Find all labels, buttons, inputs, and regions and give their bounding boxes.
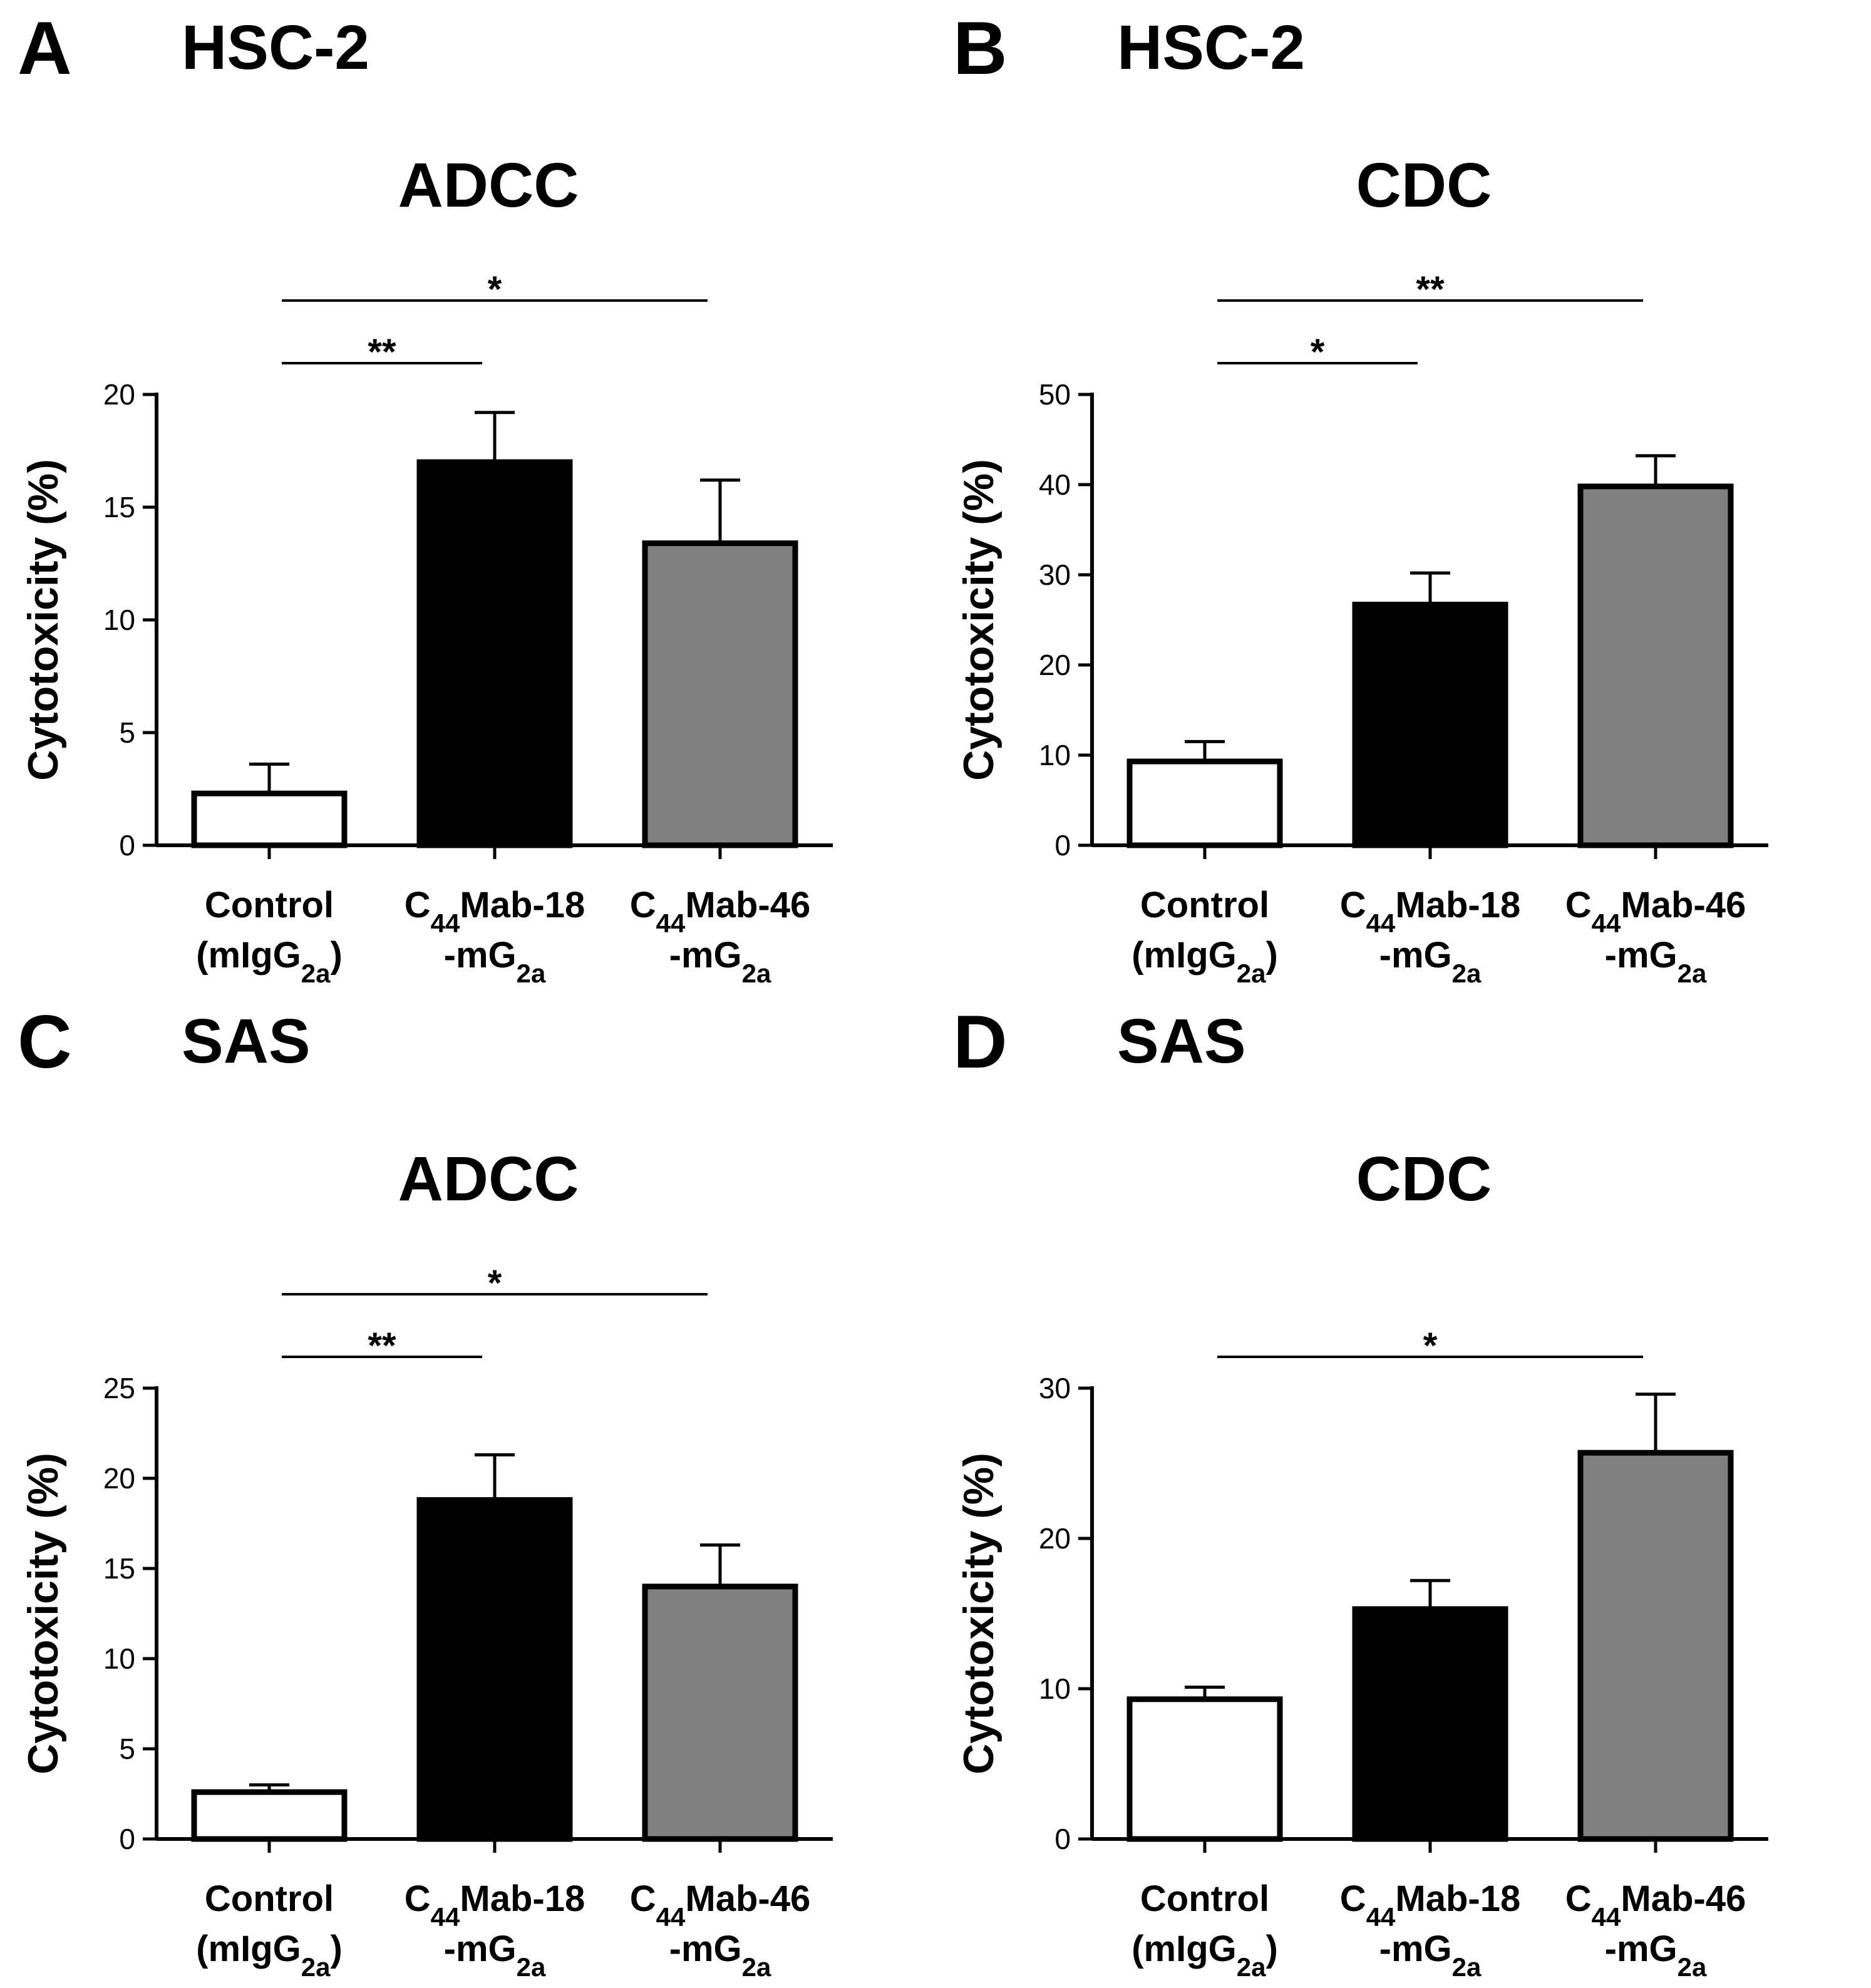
x-tick-label-line2: (mIgG2a) bbox=[196, 935, 343, 988]
panel-letter: C bbox=[18, 1000, 72, 1084]
y-tick-label: 10 bbox=[1039, 1672, 1071, 1705]
x-tick-label-line2: -mG2a bbox=[1379, 935, 1482, 988]
x-tick-label-line2: -mG2a bbox=[1605, 935, 1707, 988]
x-tick-label-line2: (mIgG2a) bbox=[196, 1929, 343, 1982]
significance-label: * bbox=[1311, 332, 1325, 373]
bar bbox=[416, 459, 573, 848]
chart-title: ADCC bbox=[398, 1144, 579, 1214]
y-tick-label: 15 bbox=[103, 1552, 135, 1585]
x-tick-label-line2: -mG2a bbox=[669, 935, 771, 988]
y-tick-label: 25 bbox=[103, 1372, 135, 1404]
x-tick-label-line1: C44Mab-46 bbox=[1565, 1878, 1746, 1932]
y-tick-label: 40 bbox=[1039, 468, 1071, 501]
y-tick-label: 15 bbox=[103, 491, 135, 523]
x-tick-label-line1: C44Mab-18 bbox=[1340, 1878, 1520, 1932]
bar bbox=[642, 1584, 798, 1842]
y-tick-label: 10 bbox=[103, 1642, 135, 1675]
x-tick-label-line1: Control bbox=[205, 1878, 334, 1919]
cell-line-label: SAS bbox=[182, 1006, 311, 1076]
y-tick-label: 20 bbox=[103, 1462, 135, 1495]
bar bbox=[191, 790, 348, 848]
panel-letter: A bbox=[18, 6, 72, 90]
cell-line-label: HSC-2 bbox=[1117, 13, 1305, 83]
chart-title: ADCC bbox=[398, 150, 579, 220]
y-axis-label: Cytotoxicity (%) bbox=[19, 459, 67, 781]
x-tick-label-line2: -mG2a bbox=[1379, 1929, 1482, 1982]
bar bbox=[642, 540, 798, 848]
y-tick-label: 20 bbox=[1039, 1522, 1071, 1555]
panel-c: C SAS ADCC Cytotoxicity (%) 0 5 10 15 20 25 Contro… bbox=[0, 994, 936, 1987]
panel-letter: D bbox=[953, 1000, 1008, 1084]
y-tick-label: 10 bbox=[103, 604, 135, 636]
x-tick-label-line1: C44Mab-46 bbox=[630, 885, 810, 938]
panel-b-chart: B HSC-2 CDC Cytotoxicity (%) 0 10 20 30 40 50 Cont… bbox=[953, 6, 1768, 988]
y-tick-label: 0 bbox=[1054, 829, 1071, 862]
x-tick-label-line1: Control bbox=[205, 885, 334, 925]
y-tick-label: 0 bbox=[1054, 1823, 1071, 1855]
y-tick-label: 5 bbox=[119, 716, 135, 749]
significance-label: ** bbox=[368, 332, 396, 373]
x-tick-label-line2: -mG2a bbox=[1605, 1929, 1707, 1982]
chart-title: CDC bbox=[1356, 150, 1492, 220]
x-tick-label-line1: C44Mab-18 bbox=[405, 885, 585, 938]
y-tick-label: 50 bbox=[1039, 378, 1071, 411]
panel-letter: B bbox=[953, 6, 1008, 90]
y-axis-label: Cytotoxicity (%) bbox=[19, 1453, 67, 1774]
bar bbox=[1352, 1606, 1508, 1842]
x-tick-label-line2: -mG2a bbox=[444, 935, 546, 988]
y-tick-label: 10 bbox=[1039, 739, 1071, 771]
bar bbox=[1352, 602, 1508, 848]
bar bbox=[416, 1497, 573, 1842]
panel-a: A HSC-2 ADCC Cytotoxicity (%) 0 5 10 15 20 Contro… bbox=[0, 0, 936, 994]
significance-label: ** bbox=[368, 1326, 396, 1366]
y-tick-label: 30 bbox=[1039, 1372, 1071, 1404]
y-tick-label: 30 bbox=[1039, 559, 1071, 591]
panel-a-chart: A HSC-2 ADCC Cytotoxicity (%) 0 5 10 15 20 Contro… bbox=[18, 6, 833, 988]
x-tick-label-line2: (mIgG2a) bbox=[1131, 1929, 1278, 1982]
x-tick-label-line2: -mG2a bbox=[444, 1929, 546, 1982]
x-tick-label-line1: C44Mab-18 bbox=[1340, 885, 1520, 938]
panel-b: B HSC-2 CDC Cytotoxicity (%) 0 10 20 30 40 50 Cont… bbox=[936, 0, 1871, 994]
bar bbox=[191, 1789, 348, 1842]
x-tick-label-line1: C44Mab-46 bbox=[630, 1878, 810, 1932]
panel-d-chart: D SAS CDC Cytotoxicity (%) 0 10 20 30 Control (mI… bbox=[953, 1000, 1768, 1982]
x-tick-label-line1: Control bbox=[1140, 1878, 1269, 1919]
cell-line-label: SAS bbox=[1117, 1006, 1246, 1076]
x-tick-label-line1: C44Mab-18 bbox=[405, 1878, 585, 1932]
x-tick-label-line2: (mIgG2a) bbox=[1131, 935, 1278, 988]
panel-c-chart: C SAS ADCC Cytotoxicity (%) 0 5 10 15 20 25 Contro… bbox=[18, 1000, 833, 1982]
bar bbox=[1577, 483, 1734, 848]
bar bbox=[1577, 1450, 1734, 1842]
bar bbox=[1126, 1696, 1283, 1842]
significance-label: * bbox=[1423, 1326, 1438, 1366]
y-axis-label: Cytotoxicity (%) bbox=[955, 1453, 1003, 1774]
x-tick-label-line1: C44Mab-46 bbox=[1565, 885, 1746, 938]
y-tick-label: 0 bbox=[119, 829, 135, 862]
y-tick-label: 20 bbox=[1039, 649, 1071, 681]
y-tick-label: 5 bbox=[119, 1733, 135, 1765]
bar bbox=[1126, 758, 1283, 848]
chart-title: CDC bbox=[1356, 1144, 1492, 1214]
significance-label: ** bbox=[1416, 269, 1445, 310]
panel-d: D SAS CDC Cytotoxicity (%) 0 10 20 30 Control (mI… bbox=[936, 994, 1871, 1987]
significance-label: * bbox=[488, 1263, 502, 1304]
y-tick-label: 0 bbox=[119, 1823, 135, 1855]
x-tick-label-line1: Control bbox=[1140, 885, 1269, 925]
x-tick-label-line2: -mG2a bbox=[669, 1929, 771, 1982]
cell-line-label: HSC-2 bbox=[182, 13, 369, 83]
significance-label: * bbox=[488, 269, 502, 310]
y-axis-label: Cytotoxicity (%) bbox=[955, 459, 1003, 781]
y-tick-label: 20 bbox=[103, 378, 135, 411]
